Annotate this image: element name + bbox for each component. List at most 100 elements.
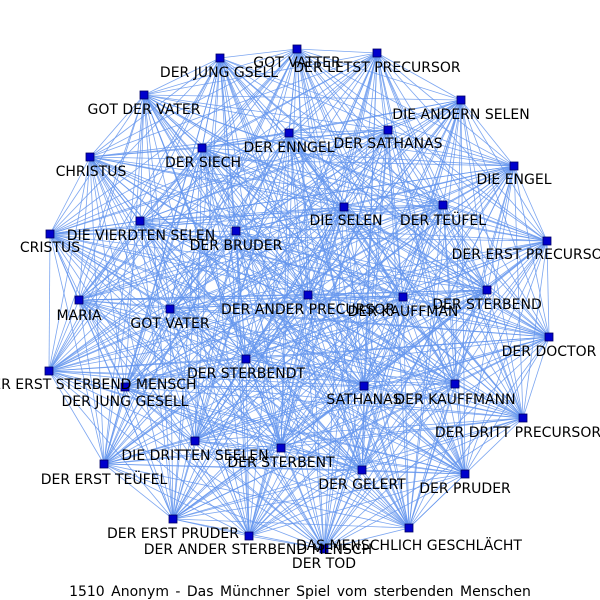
node-marker	[450, 379, 460, 389]
edge-n5-n12	[139, 129, 389, 222]
node-marker	[372, 48, 382, 58]
edge-n31-n33	[172, 469, 363, 520]
edge-n0-n27	[296, 48, 524, 419]
edge-n1-n4	[376, 52, 462, 101]
edge-n18-n35	[307, 294, 410, 529]
edge-n20-n23	[48, 308, 171, 372]
edge-n6-n14	[49, 132, 290, 235]
edge-n9-n27	[513, 165, 524, 419]
edge-n6-n15	[288, 132, 548, 242]
node-label: DER ANDER PRECURSOR	[221, 302, 395, 318]
node-marker	[398, 292, 408, 302]
edge-n19-n33	[78, 299, 174, 520]
edge-n14-n35	[49, 233, 410, 529]
edge-n13-n24	[124, 230, 237, 388]
edge-n7-n15	[201, 147, 548, 242]
edge-n24-n29	[124, 386, 282, 449]
edge-n11-n27	[442, 204, 524, 419]
edge-n30-n35	[103, 463, 410, 529]
node-marker	[241, 354, 251, 364]
node-marker	[99, 459, 109, 469]
edge-n6-n27	[288, 132, 524, 419]
edge-n22-n27	[245, 358, 524, 419]
edge-n18-n28	[194, 294, 309, 442]
edge-n10-n16	[343, 206, 488, 291]
edge-n22-n36	[245, 358, 325, 550]
edge-n12-n29	[139, 220, 282, 449]
edge-n30-n34	[103, 463, 250, 537]
edge-n12-n18	[139, 220, 309, 296]
edge-n11-n30	[103, 204, 444, 465]
edge-n4-n7	[201, 99, 462, 149]
node-label: DER ANDER STERBEND MENSCH	[144, 542, 372, 558]
edge-n7-n22	[201, 147, 247, 360]
edge-n3-n9	[143, 94, 515, 167]
edge-n10-n11	[343, 204, 444, 208]
edge-n5-n23	[48, 129, 389, 372]
edge-n34-n36	[248, 535, 325, 550]
edge-n17-n21	[402, 296, 550, 338]
edge-n11-n31	[361, 204, 444, 471]
node-marker	[231, 226, 241, 236]
node-label: DER SIECH	[165, 155, 241, 171]
edge-n14-n22	[49, 233, 247, 360]
edge-n2-n18	[219, 57, 309, 296]
edge-n15-n18	[307, 240, 548, 296]
node-label: GOT DER VATER	[88, 102, 201, 118]
edge-n11-n24	[124, 204, 444, 388]
edge-n35-n36	[323, 527, 410, 550]
edge-n0-n2	[219, 48, 298, 59]
edge-n7-n20	[169, 147, 203, 310]
node-marker	[284, 128, 294, 138]
node-marker	[319, 544, 329, 554]
node-marker	[438, 200, 448, 210]
node-label: DER STERBENDT	[187, 366, 306, 382]
edge-n16-n34	[248, 289, 488, 537]
edge-n25-n30	[103, 385, 365, 465]
edge-n7-n23	[48, 147, 203, 372]
edge-n2-n14	[49, 57, 221, 235]
edge-n29-n31	[280, 447, 363, 471]
node-label: DER ERST TEÜFEL	[41, 470, 168, 488]
node-label: DER ERST STERBEND MENSCH	[0, 377, 197, 393]
edge-n13-n22	[235, 230, 247, 360]
edge-n14-n31	[49, 233, 363, 471]
edge-n11-n28	[194, 204, 444, 442]
edge-n7-n8	[89, 147, 203, 158]
node-marker	[168, 514, 178, 524]
edge-n23-n27	[48, 370, 524, 419]
node-marker	[383, 125, 393, 135]
node-marker	[74, 295, 84, 305]
node-marker	[509, 161, 519, 171]
edge-n22-n28	[194, 358, 247, 442]
edge-n13-n16	[235, 230, 488, 291]
edge-n15-n27	[522, 240, 548, 419]
node-label: CHRISTUS	[56, 164, 127, 180]
edge-n3-n8	[89, 94, 145, 158]
edge-n25-n26	[363, 383, 456, 387]
edge-n0-n15	[296, 48, 548, 242]
edge-n8-n34	[89, 156, 250, 537]
edge-n30-n36	[103, 463, 325, 550]
edge-n29-n34	[248, 447, 282, 537]
edge-n14-n18	[49, 233, 309, 296]
edge-n5-n8	[89, 129, 389, 158]
edge-n27-n30	[103, 417, 524, 465]
edge-n31-n36	[323, 469, 363, 550]
edge-n16-n23	[48, 289, 488, 372]
edge-n18-n22	[245, 294, 309, 360]
edge-n30-n32	[103, 463, 466, 475]
edge-n4-n9	[460, 99, 515, 167]
edge-n18-n24	[124, 294, 309, 388]
edge-n10-n12	[139, 206, 345, 222]
edge-n10-n28	[194, 206, 345, 442]
edge-n31-n34	[248, 469, 363, 537]
node-layer	[44, 44, 554, 554]
edge-n2-n3	[143, 57, 221, 96]
edge-n8-n19	[78, 156, 91, 301]
edge-n12-n14	[49, 220, 141, 235]
edge-n11-n34	[248, 204, 444, 537]
edge-n20-n21	[169, 308, 550, 338]
node-marker	[359, 381, 369, 391]
edge-n15-n20	[169, 240, 548, 310]
